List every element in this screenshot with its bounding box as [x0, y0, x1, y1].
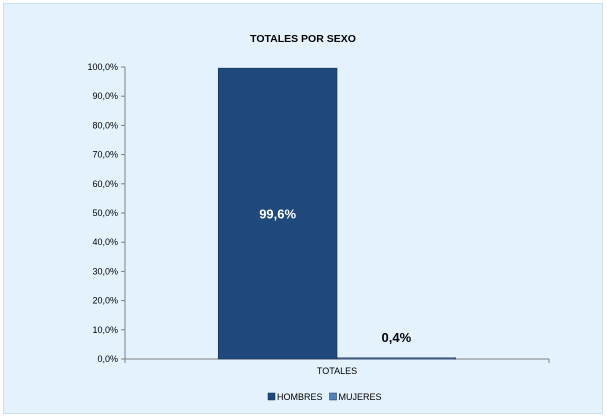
chart-container: TOTALES POR SEXO 0,0% 10,0% 20,0% 30,0% 40,0…: [3, 3, 603, 414]
y-tick-label: 10,0%: [92, 325, 118, 335]
y-tick-label: 100,0%: [87, 62, 118, 72]
data-label-hombres: 99,6%: [259, 207, 296, 222]
bars: 99,6% 0,4%: [217, 67, 457, 360]
data-label-mujeres: 0,4%: [382, 330, 412, 345]
y-tick-label: 70,0%: [92, 150, 118, 160]
bar-chart: TOTALES POR SEXO 0,0% 10,0% 20,0% 30,0% 40,0…: [87, 33, 550, 402]
legend: HOMBRES MUJERES: [267, 392, 382, 402]
x-axis: TOTALES: [124, 358, 550, 376]
y-tick-label: 20,0%: [92, 296, 118, 306]
y-tick-label: 90,0%: [92, 91, 118, 101]
y-tick-label: 40,0%: [92, 237, 118, 247]
bar-mujeres: [336, 357, 457, 360]
legend-label-hombres: HOMBRES: [277, 392, 323, 402]
y-axis: 0,0% 10,0% 20,0% 30,0% 40,0% 50,0% 60,0% 70,0% 8…: [87, 62, 126, 364]
y-tick-label: 60,0%: [92, 179, 118, 189]
bar-hombres: [217, 67, 338, 360]
legend-swatch-mujeres: [329, 392, 337, 401]
y-tick-label: 30,0%: [92, 266, 118, 276]
y-tick-label: 0,0%: [97, 354, 118, 364]
legend-label-mujeres: MUJERES: [339, 392, 382, 402]
x-category-label: TOTALES: [317, 366, 357, 376]
y-tick-label: 80,0%: [92, 120, 118, 130]
chart-title: TOTALES POR SEXO: [250, 33, 356, 45]
y-tick-label: 50,0%: [92, 208, 118, 218]
legend-swatch-hombres: [267, 392, 276, 401]
